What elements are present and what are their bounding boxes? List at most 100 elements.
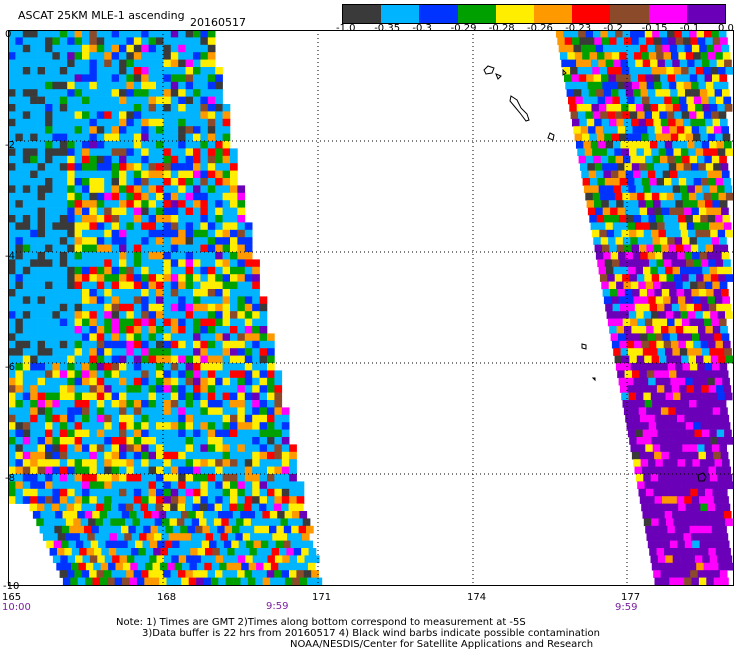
- swath-cell: [133, 237, 142, 245]
- swath-cell: [704, 444, 713, 453]
- swath-cell: [22, 392, 31, 401]
- swath-cell: [71, 562, 79, 571]
- swath-cell: [658, 67, 667, 75]
- swath-cell: [148, 385, 157, 393]
- swath-cell: [96, 496, 105, 504]
- swath-cell: [74, 74, 83, 83]
- swath-cell: [45, 89, 53, 97]
- swath-cell: [96, 303, 105, 312]
- swath-cell: [163, 170, 172, 179]
- swath-cell: [22, 81, 31, 90]
- swath-cell: [111, 303, 120, 312]
- swath-cell: [119, 266, 127, 275]
- swath-cell: [259, 296, 268, 305]
- island-outline: [547, 132, 555, 141]
- swath-cell: [705, 407, 713, 416]
- swath-cell: [283, 525, 292, 534]
- swath-cell: [156, 118, 164, 127]
- swath-cell: [22, 289, 31, 297]
- swath-cell: [701, 178, 709, 186]
- swath-cell: [623, 118, 632, 127]
- swath-cell: [59, 466, 68, 475]
- swath-cell: [684, 207, 692, 216]
- swath-cell: [133, 318, 142, 327]
- swath-cell: [126, 200, 135, 208]
- swath-cell: [660, 525, 668, 534]
- swath-cell: [286, 548, 295, 556]
- swath-cell: [59, 326, 68, 334]
- swath-cell: [52, 385, 61, 393]
- swath-cell: [96, 318, 105, 327]
- swath-cell: [701, 429, 710, 438]
- swath-cell: [148, 437, 157, 445]
- swath-cell: [67, 570, 75, 578]
- swath-cell: [719, 363, 728, 371]
- swath-cell: [156, 67, 164, 75]
- swath-cell: [52, 141, 61, 149]
- swath-cell: [638, 407, 647, 416]
- swath-cell: [711, 444, 720, 453]
- swath-cell: [300, 562, 309, 571]
- swath-cell: [141, 192, 149, 201]
- swath-cell: [640, 296, 649, 305]
- swath-cell: [82, 215, 90, 223]
- swath-cell: [126, 488, 135, 497]
- swath-cell: [119, 133, 127, 142]
- swath-cell: [665, 104, 674, 112]
- swath-cell: [647, 540, 656, 549]
- swath-cell: [623, 407, 632, 416]
- swath-cell: [168, 533, 177, 541]
- swath-cell: [711, 525, 720, 534]
- swath-cell: [111, 326, 120, 334]
- swath-cell: [708, 178, 717, 186]
- swath-cell: [661, 370, 670, 379]
- swath-cell: [569, 104, 577, 112]
- island-outline: [483, 65, 495, 75]
- swath-cell: [119, 451, 127, 460]
- swath-cell: [664, 96, 672, 105]
- swath-cell: [148, 451, 157, 460]
- swath-cell: [193, 326, 201, 334]
- swath-cell: [8, 281, 16, 290]
- swath-cell: [96, 133, 105, 142]
- swath-cell: [111, 148, 120, 157]
- swath-cell: [230, 348, 238, 356]
- swath-cell: [207, 30, 216, 38]
- swath-cell: [67, 318, 75, 327]
- swath-cell: [193, 229, 201, 238]
- swath-cell: [170, 466, 179, 475]
- swath-cell: [252, 459, 260, 467]
- swath-cell: [645, 155, 653, 164]
- swath-cell: [82, 555, 91, 564]
- swath-cell: [141, 570, 149, 578]
- swath-cell: [654, 44, 663, 53]
- swath-cell: [222, 503, 230, 512]
- swath-cell: [96, 363, 105, 371]
- swath-cell: [119, 400, 127, 408]
- swath-cell: [604, 259, 613, 268]
- swath-cell: [647, 44, 656, 53]
- swath-cell: [156, 289, 164, 297]
- swath-cell: [67, 133, 75, 142]
- swath-cell: [22, 481, 31, 490]
- swath-cell: [141, 289, 149, 297]
- swath-cell: [579, 118, 588, 127]
- swath-cell: [119, 348, 127, 356]
- swath-cell: [711, 562, 719, 571]
- swath-cell: [52, 185, 61, 194]
- legend-color-swatch: [343, 5, 382, 23]
- swath-cell: [700, 422, 709, 430]
- swath-cell: [215, 229, 223, 238]
- swath-cell: [59, 459, 68, 467]
- swath-cell: [703, 355, 712, 364]
- swath-cell: [178, 67, 186, 75]
- swath-cell: [722, 215, 731, 223]
- swath-cell: [215, 111, 223, 120]
- swath-cell: [256, 562, 264, 571]
- swath-cell: [242, 548, 250, 556]
- swath-cell: [74, 570, 83, 578]
- swath-cell: [185, 318, 194, 327]
- swath-cell: [648, 377, 656, 386]
- swath-cell: [163, 74, 172, 83]
- swath-cell: [658, 148, 667, 157]
